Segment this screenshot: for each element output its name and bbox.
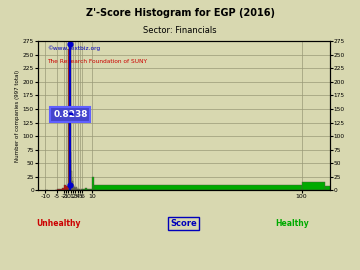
Bar: [62, 188, 64, 190]
Text: Unhealthy: Unhealthy: [36, 219, 81, 228]
Bar: [57, 189, 59, 190]
Text: ©www.textbiz.org: ©www.textbiz.org: [47, 46, 100, 51]
Bar: [302, 182, 325, 190]
Bar: [66, 186, 68, 190]
Bar: [77, 189, 78, 190]
Bar: [73, 185, 74, 190]
Bar: [72, 181, 73, 190]
Bar: [76, 187, 77, 190]
Bar: [64, 185, 66, 190]
Bar: [79, 189, 80, 190]
Text: Score: Score: [171, 219, 197, 228]
Bar: [71, 171, 72, 190]
Text: The Research Foundation of SUNY: The Research Foundation of SUNY: [47, 59, 147, 64]
Text: 0.8238: 0.8238: [53, 110, 88, 119]
Bar: [85, 188, 87, 190]
Bar: [70, 152, 71, 190]
Bar: [78, 189, 79, 190]
Bar: [68, 49, 69, 190]
Bar: [74, 187, 75, 190]
Bar: [94, 185, 302, 190]
Bar: [90, 189, 92, 190]
Bar: [59, 189, 62, 190]
Bar: [87, 189, 90, 190]
Text: Z'-Score Histogram for EGP (2016): Z'-Score Histogram for EGP (2016): [86, 8, 275, 18]
Bar: [69, 120, 70, 190]
Bar: [75, 188, 76, 190]
Text: Healthy: Healthy: [275, 219, 309, 228]
Y-axis label: Number of companies (997 total): Number of companies (997 total): [15, 70, 20, 162]
Text: Sector: Financials: Sector: Financials: [143, 26, 217, 35]
Bar: [82, 189, 85, 190]
Bar: [92, 177, 94, 190]
Bar: [325, 186, 348, 190]
Bar: [81, 189, 82, 190]
